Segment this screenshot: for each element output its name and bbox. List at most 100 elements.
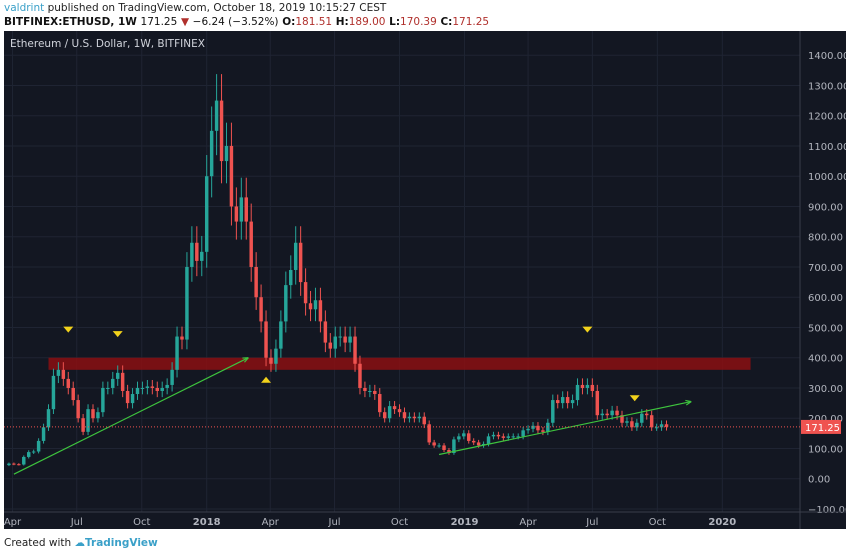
x-tick-label: 2020 [708, 517, 736, 528]
y-tick-label: 1000.00 [808, 172, 846, 183]
candle-body [234, 206, 239, 222]
tradingview-brand[interactable]: TradingView [85, 537, 158, 549]
candle-body [526, 428, 530, 431]
candle-body [348, 336, 352, 343]
y-tick-label: 1300.00 [808, 81, 846, 92]
high-value: 189.00 [348, 16, 386, 28]
y-tick-label: 0.00 [808, 475, 830, 486]
candle-body [46, 409, 51, 428]
candle-body [392, 406, 397, 410]
symbol: BITFINEX:ETHUSD, 1W [4, 16, 137, 28]
candle-body [635, 422, 639, 428]
y-tick-label: 600.00 [808, 293, 843, 304]
candle-body [36, 440, 41, 452]
candle-body [41, 427, 46, 441]
candle-body [570, 400, 575, 404]
candle-body [511, 436, 515, 438]
candle-body [66, 378, 71, 388]
candle-body [427, 424, 431, 443]
candle-body [462, 433, 466, 437]
x-tick-label: Jul [70, 517, 83, 528]
candle-body [7, 463, 11, 466]
open-value: 181.51 [295, 16, 333, 28]
candle-body [51, 375, 56, 410]
candle-body [585, 384, 590, 388]
candle-body [541, 430, 545, 432]
publish-text: published on TradingView.com, October 18… [47, 2, 387, 14]
candle-body [516, 436, 520, 438]
candle-body [556, 400, 560, 404]
c-label: C: [440, 16, 453, 28]
candle-body [659, 424, 664, 428]
last-price: 171.25 [140, 16, 178, 28]
last-price-badge [801, 419, 841, 434]
resistance-zone [48, 357, 751, 370]
candle-body [17, 464, 21, 466]
candle-body [620, 415, 624, 423]
candle-body [293, 242, 298, 270]
candle-body [382, 412, 387, 419]
y-tick-label: 700.00 [808, 263, 843, 274]
candle-body [417, 416, 422, 419]
author-link[interactable]: valdrint [4, 2, 45, 14]
candle-body [575, 384, 580, 401]
x-tick-label: 2018 [193, 517, 221, 528]
candle-body [81, 418, 85, 432]
candle-body [135, 387, 140, 395]
candle-body [106, 387, 110, 389]
symbol-info: BITFINEX:ETHUSD, 1W 171.25 ▼ −6.24 (−3.5… [4, 16, 489, 28]
y-tick-label: 1400.00 [808, 51, 846, 62]
candle-body [457, 436, 461, 440]
candle-body [180, 336, 184, 340]
candle-body [343, 336, 347, 343]
candle-body [111, 378, 115, 388]
candle-body [358, 363, 362, 388]
price-chart[interactable]: −100.00 0.00 100.00 200.00 300.00 400.00 500.0… [4, 31, 846, 529]
candle-body [22, 456, 26, 465]
candle-body [145, 386, 150, 388]
candle-body [328, 342, 333, 349]
candle-body [195, 242, 199, 261]
candle-body [447, 449, 451, 454]
trendline-arrowhead [685, 399, 692, 406]
candle-body [521, 430, 525, 437]
x-tick-label: Apr [262, 517, 280, 528]
candle-body [338, 336, 342, 338]
candle-body [269, 357, 273, 364]
candle-body [397, 409, 402, 413]
candle-body [422, 416, 426, 425]
candle-body [580, 384, 585, 388]
close-value: 171.25 [452, 16, 490, 28]
candle-body [664, 424, 669, 427]
candle-body [476, 442, 481, 446]
candle-body [155, 387, 159, 391]
candle-body [219, 100, 224, 162]
candle-body [506, 436, 511, 438]
candle-body [378, 394, 382, 413]
change: −6.24 (−3.52%) [192, 16, 279, 28]
candle-body [279, 321, 283, 349]
candle-body [615, 410, 619, 416]
candle-body [551, 400, 555, 423]
candle-body [239, 197, 244, 222]
candle-body [264, 321, 268, 358]
candle-body [160, 387, 164, 391]
y-tick-label: 900.00 [808, 202, 843, 213]
candle-body [432, 442, 436, 446]
candle-body [565, 397, 570, 404]
candle-body [303, 282, 308, 304]
trendline [13, 357, 249, 475]
y-tick-label: −100.00 [808, 505, 846, 516]
candle-body [229, 145, 234, 207]
candle-body [610, 410, 614, 416]
candle-body [91, 409, 95, 419]
candle-body [630, 421, 634, 428]
publish-info: valdrint published on TradingView.com, O… [4, 2, 386, 14]
x-tick-label: Jul [328, 517, 341, 528]
candle-body [600, 413, 604, 416]
candle-body [645, 413, 649, 416]
candle-body [259, 297, 263, 322]
candle-body [471, 440, 476, 443]
trendline [438, 400, 692, 456]
candle-body [625, 421, 629, 423]
